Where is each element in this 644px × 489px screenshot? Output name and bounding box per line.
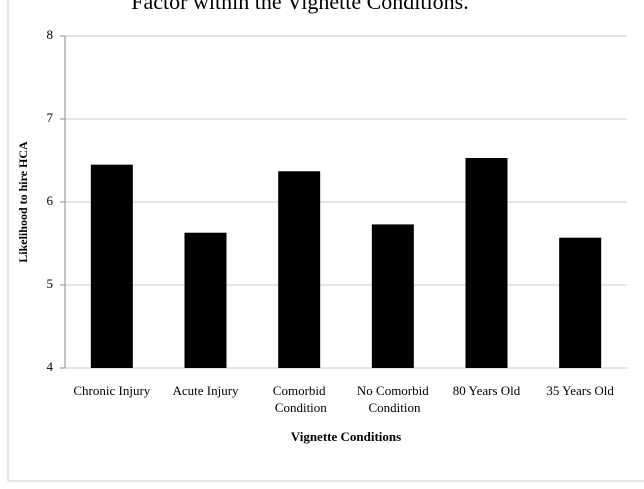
bar bbox=[559, 237, 602, 368]
chart-title: Factor within the Vignette Conditions. bbox=[131, 0, 468, 14]
x-tick-label: No Comorbid Condition bbox=[357, 383, 429, 415]
y-tick-label: 6 bbox=[47, 193, 54, 208]
x-tick-label: 35 Years Old bbox=[546, 383, 614, 398]
bar bbox=[90, 164, 133, 368]
y-tick-label: 4 bbox=[47, 359, 54, 374]
bar bbox=[184, 232, 227, 368]
x-tick-label: Acute Injury bbox=[172, 383, 239, 398]
y-tick-label: 5 bbox=[47, 276, 54, 291]
x-tick-label: 80 Years Old bbox=[453, 383, 521, 398]
x-axis-label: Vignette Conditions bbox=[291, 429, 401, 444]
x-tick-label: Chronic Injury bbox=[73, 383, 150, 398]
y-axis-label: Likelihood to hire HCA bbox=[16, 141, 30, 263]
bar bbox=[371, 224, 414, 368]
y-tick-label: 8 bbox=[47, 27, 54, 42]
y-tick-label: 7 bbox=[47, 110, 54, 125]
bar bbox=[465, 158, 508, 368]
chart-frame bbox=[7, 0, 644, 482]
x-tick-label: Comorbid Condition bbox=[272, 383, 328, 415]
bar bbox=[278, 171, 321, 368]
